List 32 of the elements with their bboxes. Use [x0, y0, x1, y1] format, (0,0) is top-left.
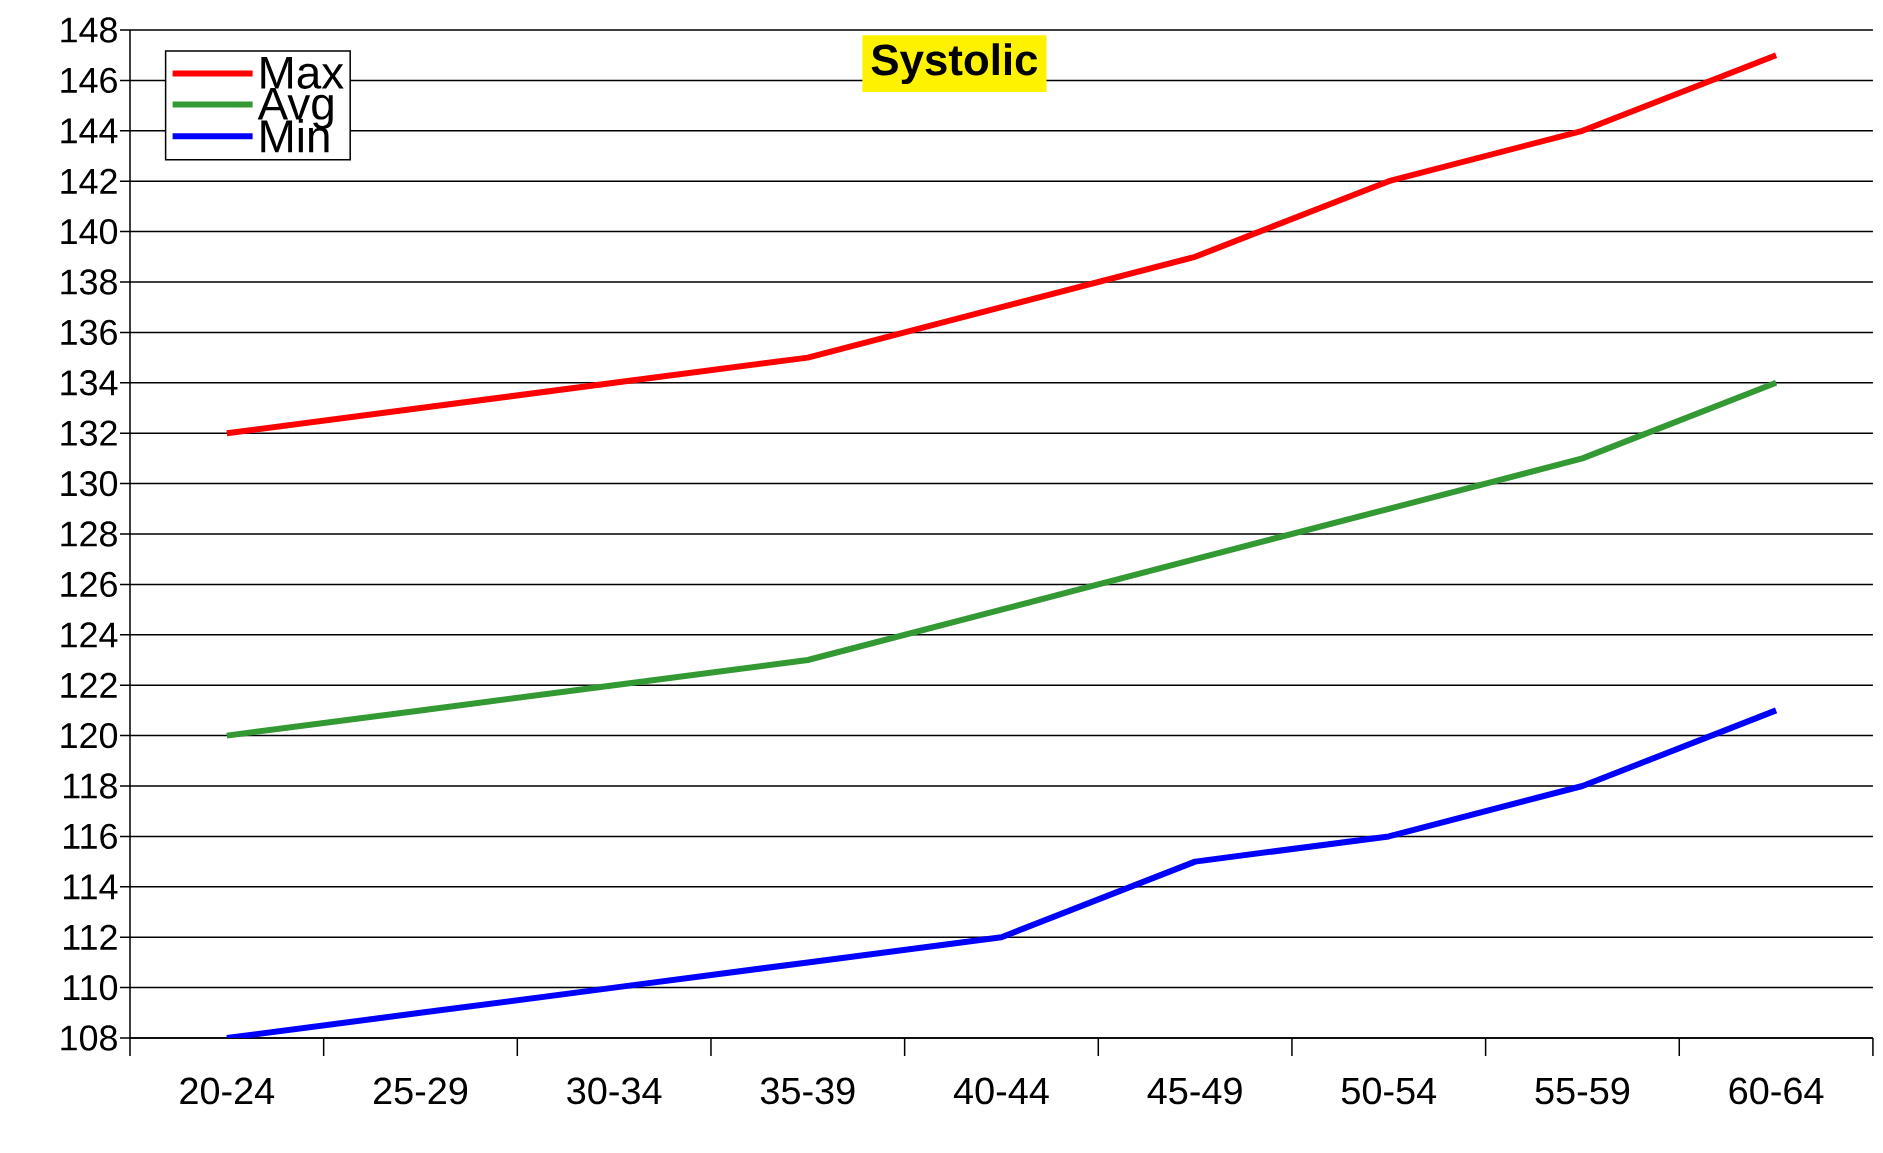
y-tick-label: 126	[61, 571, 117, 598]
y-tick-label: 114	[64, 874, 118, 900]
x-tick-label: 45-49	[1147, 1077, 1242, 1105]
x-tick-label: 20-24	[180, 1077, 275, 1105]
y-tick-label: 142	[61, 168, 117, 194]
y-tick-label: 112	[64, 924, 117, 950]
x-tick-label: 60-64	[1729, 1077, 1824, 1105]
y-tick-label: 138	[61, 269, 117, 295]
x-tick-label: 25-29	[373, 1077, 468, 1105]
y-tick-label: 134	[61, 370, 118, 396]
y-tick-label: 124	[61, 622, 118, 648]
x-tick-label: 40-44	[953, 1077, 1049, 1105]
y-tick-label: 132	[61, 420, 117, 446]
x-tick-label: 50-54	[1341, 1077, 1437, 1105]
x-tick-label: 35-39	[760, 1077, 855, 1105]
y-tick-label: 120	[61, 722, 118, 749]
y-tick-label: 148	[61, 17, 117, 43]
y-tick-label: 146	[61, 67, 117, 94]
y-tick-label: 110	[64, 974, 118, 1001]
y-tick-label: 128	[61, 521, 117, 547]
y-tick-label: 122	[61, 672, 117, 698]
y-tick-label: 118	[64, 773, 117, 799]
y-tick-label: 144	[61, 118, 118, 144]
y-tick-label: 116	[64, 823, 117, 850]
y-tick-label: 108	[61, 1025, 117, 1051]
chart-title: Systolic	[871, 43, 1038, 85]
x-tick-label: 30-34	[567, 1077, 662, 1105]
legend-label: Max	[261, 56, 344, 89]
y-tick-label: 136	[61, 319, 117, 346]
y-tick-label: 130	[61, 470, 118, 497]
y-tick-label: 140	[61, 218, 118, 245]
x-tick-label: 55-59	[1535, 1077, 1630, 1105]
